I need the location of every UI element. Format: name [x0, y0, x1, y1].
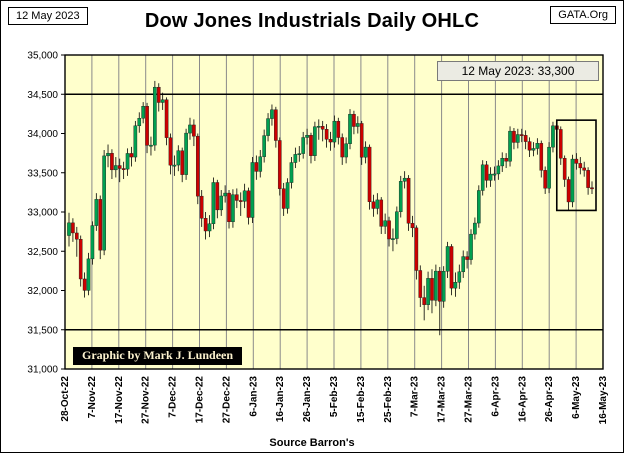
svg-text:5-Feb-23: 5-Feb-23	[329, 376, 340, 418]
svg-text:16-May-23: 16-May-23	[598, 376, 609, 425]
svg-text:34,500: 34,500	[27, 90, 58, 101]
gata-org-box: GATA.Org	[550, 6, 616, 24]
svg-text:7-Nov-22: 7-Nov-22	[87, 376, 98, 419]
svg-text:16-Apr-23: 16-Apr-23	[517, 376, 528, 423]
credit-label: Graphic by Mark J. Lundeen	[73, 347, 243, 365]
svg-text:7-Dec-22: 7-Dec-22	[168, 376, 179, 418]
source-label: Source Barron's	[269, 437, 355, 449]
svg-text:33,500: 33,500	[27, 168, 58, 179]
svg-text:28-Oct-22: 28-Oct-22	[60, 376, 71, 422]
svg-text:25-Feb-23: 25-Feb-23	[383, 376, 394, 423]
svg-text:26-Jan-23: 26-Jan-23	[302, 376, 313, 423]
svg-text:16-Jan-23: 16-Jan-23	[275, 376, 286, 423]
svg-text:32,500: 32,500	[27, 247, 58, 258]
svg-text:6-May-23: 6-May-23	[571, 376, 582, 419]
date-label: 12 May 2023	[16, 10, 80, 22]
svg-text:17-Nov-22: 17-Nov-22	[114, 376, 125, 424]
svg-text:17-Mar-23: 17-Mar-23	[437, 376, 448, 423]
date-label-box: 12 May 2023	[8, 7, 88, 25]
svg-text:31,000: 31,000	[27, 365, 58, 376]
svg-text:27-Mar-23: 27-Mar-23	[464, 376, 475, 423]
latest-value-annotation: 12 May 2023: 33,300	[437, 61, 599, 81]
svg-text:34,000: 34,000	[27, 129, 58, 140]
svg-text:6-Jan-23: 6-Jan-23	[248, 376, 259, 417]
org-label: GATA.Org	[558, 9, 608, 21]
ohlc-chart: 28-Oct-22 7-Nov-22 17-Nov-22 27-Nov-22 7-Dec…	[27, 51, 609, 425]
svg-text:7-Mar-23: 7-Mar-23	[410, 376, 421, 418]
svg-text:31,500: 31,500	[27, 325, 58, 336]
svg-text:32,000: 32,000	[27, 286, 58, 297]
svg-text:33,000: 33,000	[27, 208, 58, 219]
svg-text:6-Apr-23: 6-Apr-23	[490, 376, 501, 417]
svg-text:15-Feb-23: 15-Feb-23	[356, 376, 367, 423]
chart-title: Dow Jones Industrials Daily OHLC	[144, 10, 480, 32]
svg-text:35,000: 35,000	[27, 51, 58, 62]
svg-text:26-Apr-23: 26-Apr-23	[544, 376, 555, 423]
svg-text:27-Dec-22: 27-Dec-22	[221, 376, 232, 424]
svg-text:27-Nov-22: 27-Nov-22	[141, 376, 152, 424]
svg-text:17-Dec-22: 17-Dec-22	[195, 376, 206, 424]
